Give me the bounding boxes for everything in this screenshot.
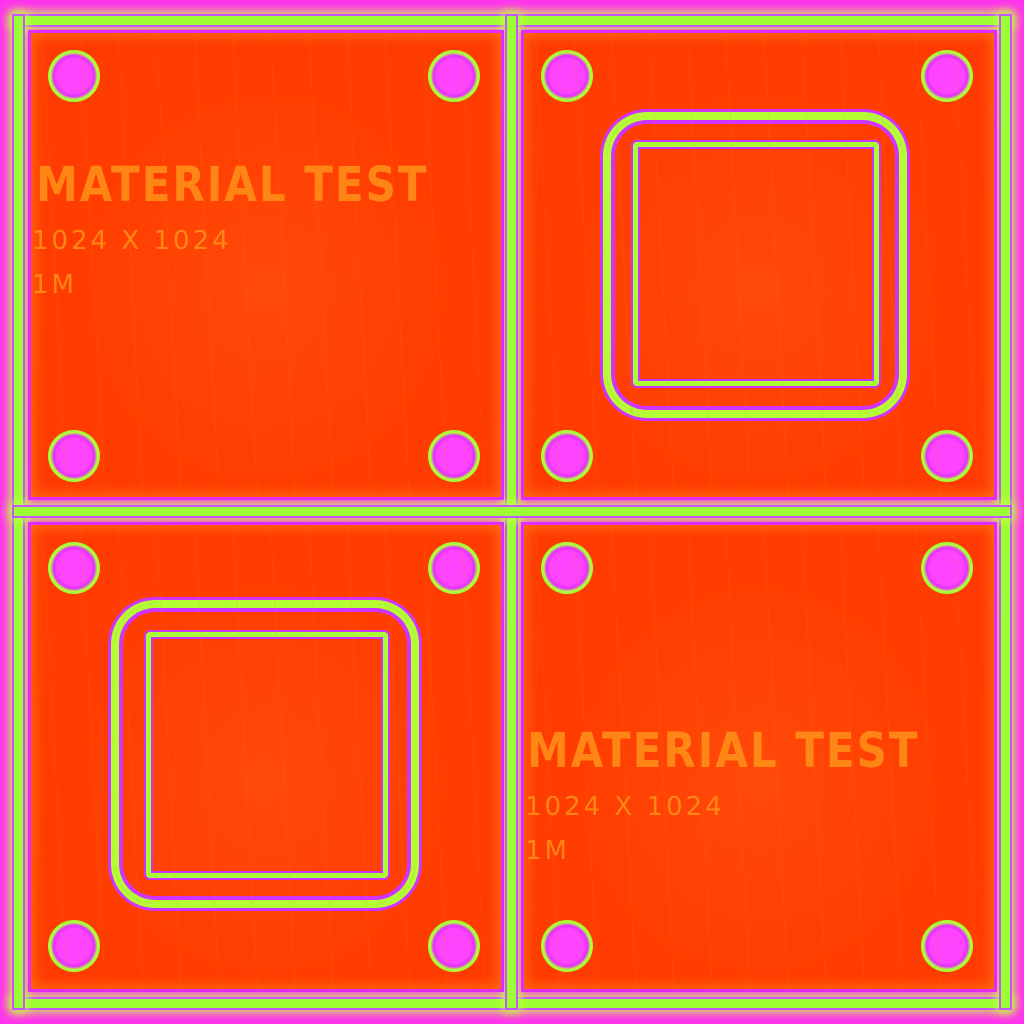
plate-panel-top-right xyxy=(521,30,997,500)
rivet-icon xyxy=(428,920,480,972)
rivet-icon xyxy=(428,542,480,594)
material-label-size: 1024 X 1024 xyxy=(525,792,725,822)
center-seam-horizontal xyxy=(14,507,1010,516)
plate-panel-bottom-right: MATERIAL TEST 1024 X 1024 1M xyxy=(521,522,997,992)
material-label-unit: 1M xyxy=(32,270,77,300)
rivet-icon xyxy=(541,430,593,482)
rivet-icon xyxy=(48,430,100,482)
rivet-icon xyxy=(428,50,480,102)
rivet-icon xyxy=(921,920,973,972)
material-label-unit: 1M xyxy=(525,836,570,866)
rivet-icon xyxy=(921,542,973,594)
square-inset-panel xyxy=(146,632,388,878)
rivet-icon xyxy=(48,50,100,102)
rivet-icon xyxy=(48,542,100,594)
material-label-title: MATERIAL TEST xyxy=(36,156,429,213)
material-label-size: 1024 X 1024 xyxy=(32,226,232,256)
rivet-icon xyxy=(921,430,973,482)
rivet-icon xyxy=(48,920,100,972)
plate-panel-top-left: MATERIAL TEST 1024 X 1024 1M xyxy=(28,30,504,500)
plate-panel-bottom-left xyxy=(28,522,504,992)
rivet-icon xyxy=(541,50,593,102)
rivet-icon xyxy=(921,50,973,102)
square-inset-panel xyxy=(633,142,879,386)
rivet-icon xyxy=(541,920,593,972)
rivet-icon xyxy=(541,542,593,594)
material-label-title: MATERIAL TEST xyxy=(527,722,920,779)
rivet-icon xyxy=(428,430,480,482)
